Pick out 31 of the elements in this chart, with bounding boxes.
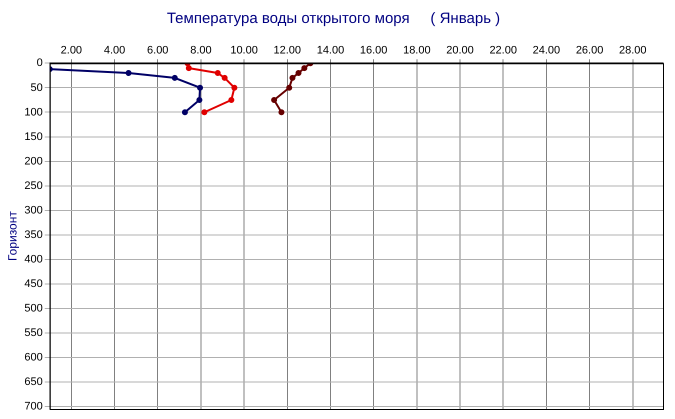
y-tick-label: 650	[24, 376, 43, 388]
x-tick-label: 16.00	[360, 44, 388, 57]
y-tick-label: 300	[24, 204, 43, 216]
y-tick-label: 200	[24, 155, 43, 168]
y-tick-label: 450	[24, 278, 43, 290]
x-tick-label: 22.00	[489, 44, 517, 57]
x-tick-label: 20.00	[446, 44, 474, 57]
y-tick-label: 500	[24, 302, 43, 314]
y-tick-label: 400	[24, 253, 43, 266]
y-tick-label: 600	[24, 352, 43, 364]
x-tick-label: 26.00	[576, 44, 604, 57]
x-tick-label: 2.00	[60, 44, 82, 57]
x-tick-label: 28.00	[619, 44, 647, 57]
x-tick-label: 10.00	[230, 44, 258, 57]
y-tick-label: 700	[24, 400, 43, 413]
x-tick-label: 8.00	[190, 44, 212, 57]
x-tick-label: 6.00	[147, 44, 168, 57]
y-tick-label: 250	[24, 180, 43, 192]
x-tick-label: 4.00	[104, 44, 126, 57]
x-tick-label: 24.00	[532, 44, 560, 57]
y-tick-label: 150	[24, 130, 43, 143]
y-axis-title: Горизонт	[6, 210, 20, 262]
y-tick-label: 100	[24, 106, 43, 118]
x-tick-label: 14.00	[316, 44, 344, 57]
y-tick-label: 0	[36, 57, 43, 70]
y-tick-label: 350	[24, 228, 43, 241]
x-tick-label: 12.00	[274, 44, 302, 57]
chart-title: Температура воды открытого моря ( Январь )	[166, 10, 500, 28]
y-tick-label: 550	[24, 327, 43, 340]
x-tick-label: 18.00	[403, 44, 431, 57]
y-tick-label: 50	[30, 82, 43, 94]
